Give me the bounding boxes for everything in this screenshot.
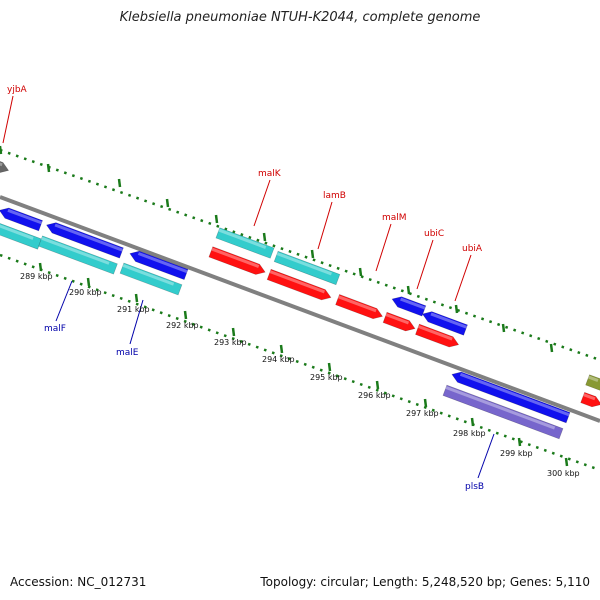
ruler-label: 294 kbp: [262, 355, 295, 364]
gene-label-lamB: lamB: [323, 191, 346, 201]
inner-ruler-tick: [470, 417, 475, 427]
gene-olive: [585, 374, 600, 392]
accession-text: Accession: NC_012731: [10, 575, 147, 589]
inner-ruler-tick: [375, 380, 380, 390]
genome-summary-text: Topology: circular; Length: 5,248,520 bp…: [260, 575, 590, 589]
gene-ubiC: [391, 296, 427, 317]
gene-malK: [215, 227, 275, 259]
gene-label-malE: malE: [116, 348, 139, 358]
gene-blue: [129, 250, 189, 281]
gene-ubiA: [421, 311, 468, 336]
ruler-label: 293 kbp: [214, 338, 247, 347]
gene-blue: [451, 371, 571, 424]
gene-blue: [46, 222, 124, 259]
label-leader-line: [477, 433, 495, 479]
inner-ruler-major-ticks: [38, 262, 569, 467]
gene-red: [580, 391, 600, 408]
gene-lamB: [273, 250, 341, 286]
gene-red: [382, 311, 416, 332]
label-leader-line: [2, 95, 14, 144]
ruler-label: 295 kbp: [310, 373, 343, 382]
label-leader-line: [416, 239, 434, 290]
gene-plsB: [442, 384, 564, 440]
outer-ruler-tick: [501, 323, 506, 333]
gene-label-plsB: plsB: [465, 482, 484, 492]
gene-red: [266, 268, 332, 301]
gene-label-ubiC: ubiC: [424, 229, 444, 239]
label-leader-line: [317, 201, 333, 250]
inner-ruler-tick: [517, 437, 522, 447]
inner-ruler-tick: [86, 277, 91, 287]
label-leader-line: [253, 179, 271, 227]
inner-ruler-tick: [38, 262, 43, 272]
gene-label-malF: malF: [44, 324, 66, 334]
outer-ruler-tick: [310, 249, 315, 259]
inner-ruler-tick: [423, 398, 428, 408]
ruler-label: 296 kbp: [358, 391, 391, 400]
genome-backbone: [0, 195, 600, 423]
gene-yjbA: [0, 160, 10, 174]
gene-red: [415, 323, 460, 348]
label-leaders: [2, 95, 495, 479]
label-leader-line: [129, 299, 144, 345]
gene-features: [0, 160, 600, 440]
ruler-labels: 289 kbp 290 kbp 291 kbp 292 kbp 293 kbp …: [20, 272, 580, 478]
gene-cyan: [0, 222, 42, 250]
ruler-label: 299 kbp: [500, 449, 533, 458]
inner-ruler-tick: [327, 362, 332, 372]
outer-ruler-tick: [0, 145, 3, 155]
ruler-label: 291 kbp: [117, 305, 150, 314]
inner-ruler-tick: [564, 457, 569, 467]
gene-label-malM: malM: [382, 213, 407, 223]
ruler-label: 290 kbp: [69, 288, 102, 297]
label-leader-line: [375, 223, 392, 272]
ruler-label: 300 kbp: [547, 469, 580, 478]
ruler-label: 289 kbp: [20, 272, 53, 281]
inner-ruler-tick: [231, 327, 236, 337]
outer-ruler-tick: [165, 198, 170, 208]
ruler-label: 298 kbp: [453, 429, 486, 438]
gene-malM: [335, 294, 383, 320]
outer-ruler-major-ticks: [0, 145, 554, 353]
inner-ruler-tick: [183, 310, 188, 320]
gene-label-yjbA: yjbA: [7, 85, 28, 95]
outer-ruler-tick: [214, 214, 219, 224]
outer-ruler-tick: [117, 178, 122, 188]
outer-ruler-tick: [454, 304, 459, 314]
gene-red: [208, 246, 266, 275]
gene-labels: yjbA malK lamB malM ubiC ubiA malF malE …: [7, 85, 484, 492]
ruler-label: 292 kbp: [166, 321, 199, 330]
outer-ruler-tick: [406, 285, 411, 295]
gene-label-ubiA: ubiA: [462, 244, 483, 254]
gene-malF: [38, 235, 118, 275]
outer-ruler-tick: [46, 163, 51, 173]
ruler-label: 297 kbp: [406, 409, 439, 418]
label-leader-line: [454, 254, 472, 302]
gene-malE: [119, 262, 183, 296]
outer-ruler-tick: [358, 267, 363, 277]
map-title: Klebsiella pneumoniae NTUH-K2044, comple…: [119, 10, 481, 25]
outer-ruler-tick: [262, 232, 267, 242]
gene-label-malK: malK: [258, 169, 282, 179]
gene-blue: [0, 207, 43, 232]
outer-ruler-tick: [549, 343, 554, 353]
label-leader-line: [55, 280, 73, 322]
inner-ruler-tick: [134, 293, 139, 303]
inner-ruler-tick: [279, 344, 284, 354]
